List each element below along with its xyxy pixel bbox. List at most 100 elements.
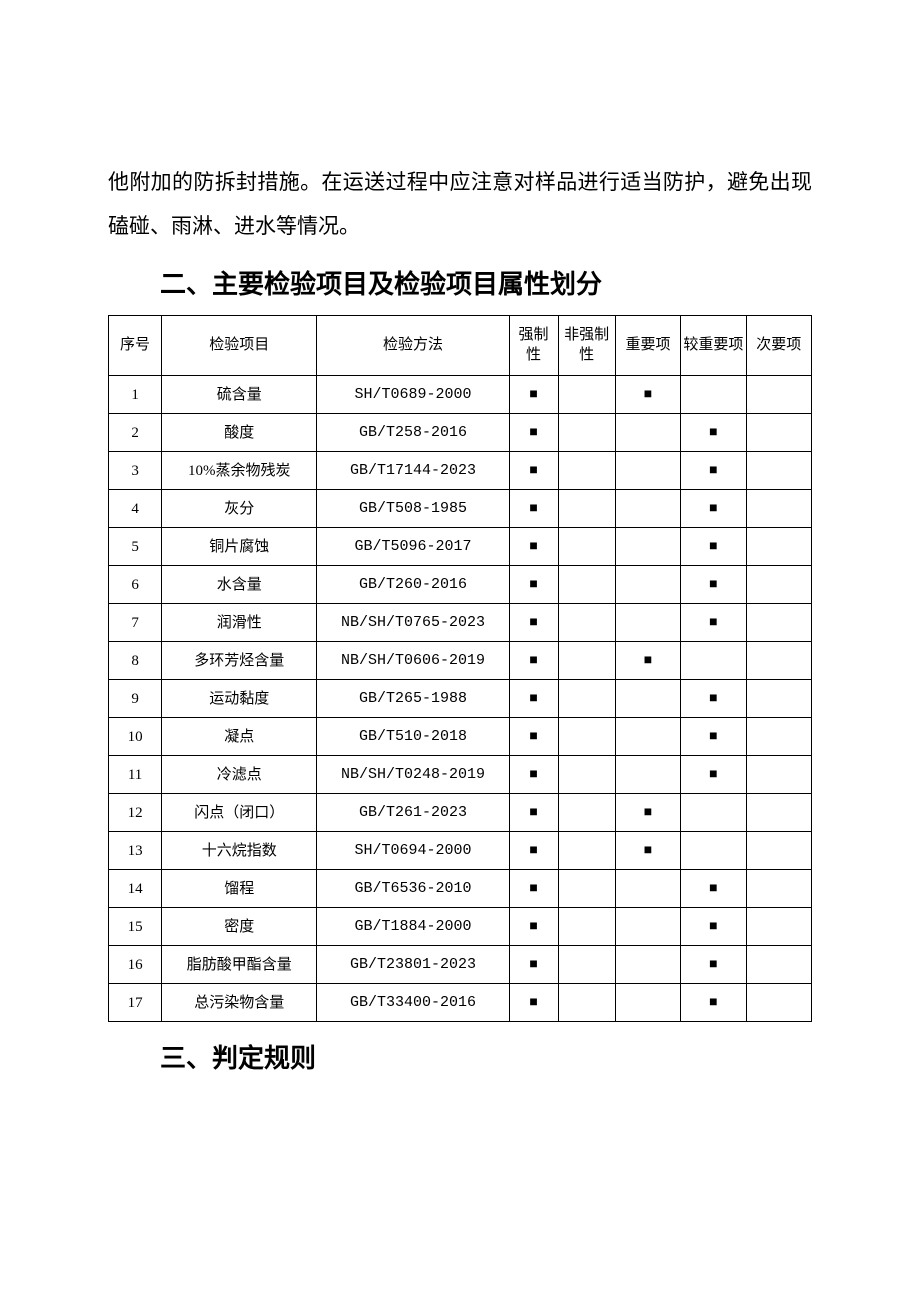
cell-item: 10%蒸余物残炭 bbox=[162, 452, 317, 490]
cell-method: SH/T0689-2000 bbox=[317, 376, 509, 414]
cell-seq: 14 bbox=[109, 870, 162, 908]
cell-method: GB/T6536-2010 bbox=[317, 870, 509, 908]
cell-important bbox=[615, 604, 680, 642]
intro-paragraph: 他附加的防拆封措施。在运送过程中应注意对样品进行适当防护，避免出现磕碰、雨淋、进… bbox=[108, 160, 812, 248]
cell-item: 冷滤点 bbox=[162, 756, 317, 794]
cell-seq: 6 bbox=[109, 566, 162, 604]
square-marker-icon: ■ bbox=[709, 462, 717, 481]
cell-item: 总污染物含量 bbox=[162, 984, 317, 1022]
cell-seq: 5 bbox=[109, 528, 162, 566]
header-important: 重要项 bbox=[615, 316, 680, 376]
cell-seq: 9 bbox=[109, 680, 162, 718]
square-marker-icon: ■ bbox=[709, 766, 717, 785]
cell-mandatory: ■ bbox=[509, 376, 558, 414]
table-row: 4灰分GB/T508-1985■■ bbox=[109, 490, 812, 528]
cell-secondary bbox=[746, 946, 811, 984]
table-row: 17总污染物含量GB/T33400-2016■■ bbox=[109, 984, 812, 1022]
cell-item: 运动黏度 bbox=[162, 680, 317, 718]
cell-mandatory: ■ bbox=[509, 908, 558, 946]
cell-nonmandatory bbox=[558, 376, 615, 414]
cell-nonmandatory bbox=[558, 794, 615, 832]
cell-nonmandatory bbox=[558, 946, 615, 984]
table-row: 7润滑性NB/SH/T0765-2023■■ bbox=[109, 604, 812, 642]
square-marker-icon: ■ bbox=[529, 994, 537, 1013]
cell-important bbox=[615, 528, 680, 566]
cell-nonmandatory bbox=[558, 718, 615, 756]
cell-secondary bbox=[746, 794, 811, 832]
cell-important bbox=[615, 566, 680, 604]
square-marker-icon: ■ bbox=[709, 880, 717, 899]
table-row: 15密度GB/T1884-2000■■ bbox=[109, 908, 812, 946]
square-marker-icon: ■ bbox=[644, 804, 652, 823]
cell-secondary bbox=[746, 566, 811, 604]
table-row: 12闪点（闭口）GB/T261-2023■■ bbox=[109, 794, 812, 832]
square-marker-icon: ■ bbox=[529, 576, 537, 595]
table-row: 2酸度GB/T258-2016■■ bbox=[109, 414, 812, 452]
cell-important: ■ bbox=[615, 794, 680, 832]
cell-mandatory: ■ bbox=[509, 794, 558, 832]
cell-moreimportant: ■ bbox=[681, 946, 746, 984]
cell-important bbox=[615, 984, 680, 1022]
cell-secondary bbox=[746, 756, 811, 794]
cell-nonmandatory bbox=[558, 832, 615, 870]
table-row: 11冷滤点NB/SH/T0248-2019■■ bbox=[109, 756, 812, 794]
cell-mandatory: ■ bbox=[509, 642, 558, 680]
table-row: 13十六烷指数SH/T0694-2000■■ bbox=[109, 832, 812, 870]
table-row: 6水含量GB/T260-2016■■ bbox=[109, 566, 812, 604]
cell-method: GB/T33400-2016 bbox=[317, 984, 509, 1022]
cell-secondary bbox=[746, 870, 811, 908]
cell-seq: 15 bbox=[109, 908, 162, 946]
cell-moreimportant: ■ bbox=[681, 414, 746, 452]
section-heading-2: 二、主要检验项目及检验项目属性划分 bbox=[108, 264, 812, 301]
cell-secondary bbox=[746, 680, 811, 718]
cell-item: 硫含量 bbox=[162, 376, 317, 414]
square-marker-icon: ■ bbox=[529, 842, 537, 861]
cell-nonmandatory bbox=[558, 452, 615, 490]
cell-secondary bbox=[746, 490, 811, 528]
square-marker-icon: ■ bbox=[644, 652, 652, 671]
cell-moreimportant: ■ bbox=[681, 680, 746, 718]
cell-item: 润滑性 bbox=[162, 604, 317, 642]
cell-item: 馏程 bbox=[162, 870, 317, 908]
cell-secondary bbox=[746, 642, 811, 680]
cell-item: 铜片腐蚀 bbox=[162, 528, 317, 566]
cell-seq: 1 bbox=[109, 376, 162, 414]
cell-secondary bbox=[746, 414, 811, 452]
square-marker-icon: ■ bbox=[529, 728, 537, 747]
cell-method: GB/T510-2018 bbox=[317, 718, 509, 756]
square-marker-icon: ■ bbox=[709, 994, 717, 1013]
table-row: 16脂肪酸甲酯含量GB/T23801-2023■■ bbox=[109, 946, 812, 984]
cell-moreimportant: ■ bbox=[681, 528, 746, 566]
cell-item: 闪点（闭口） bbox=[162, 794, 317, 832]
square-marker-icon: ■ bbox=[709, 500, 717, 519]
table-row: 1硫含量SH/T0689-2000■■ bbox=[109, 376, 812, 414]
cell-seq: 11 bbox=[109, 756, 162, 794]
cell-nonmandatory bbox=[558, 490, 615, 528]
cell-moreimportant: ■ bbox=[681, 908, 746, 946]
cell-moreimportant: ■ bbox=[681, 984, 746, 1022]
square-marker-icon: ■ bbox=[529, 804, 537, 823]
cell-seq: 8 bbox=[109, 642, 162, 680]
header-nonmandatory: 非强制性 bbox=[558, 316, 615, 376]
cell-mandatory: ■ bbox=[509, 756, 558, 794]
table-row: 5铜片腐蚀GB/T5096-2017■■ bbox=[109, 528, 812, 566]
square-marker-icon: ■ bbox=[529, 500, 537, 519]
cell-method: GB/T5096-2017 bbox=[317, 528, 509, 566]
square-marker-icon: ■ bbox=[709, 918, 717, 937]
cell-moreimportant: ■ bbox=[681, 870, 746, 908]
cell-moreimportant bbox=[681, 832, 746, 870]
cell-item: 十六烷指数 bbox=[162, 832, 317, 870]
square-marker-icon: ■ bbox=[529, 614, 537, 633]
cell-nonmandatory bbox=[558, 680, 615, 718]
cell-nonmandatory bbox=[558, 642, 615, 680]
cell-seq: 2 bbox=[109, 414, 162, 452]
header-secondary: 次要项 bbox=[746, 316, 811, 376]
square-marker-icon: ■ bbox=[709, 424, 717, 443]
cell-important bbox=[615, 490, 680, 528]
cell-seq: 7 bbox=[109, 604, 162, 642]
square-marker-icon: ■ bbox=[644, 386, 652, 405]
square-marker-icon: ■ bbox=[529, 690, 537, 709]
cell-method: SH/T0694-2000 bbox=[317, 832, 509, 870]
cell-item: 多环芳烃含量 bbox=[162, 642, 317, 680]
inspection-table: 序号 检验项目 检验方法 强制性 非强制性 重要项 较重要项 次要项 1硫含量S… bbox=[108, 315, 812, 1022]
